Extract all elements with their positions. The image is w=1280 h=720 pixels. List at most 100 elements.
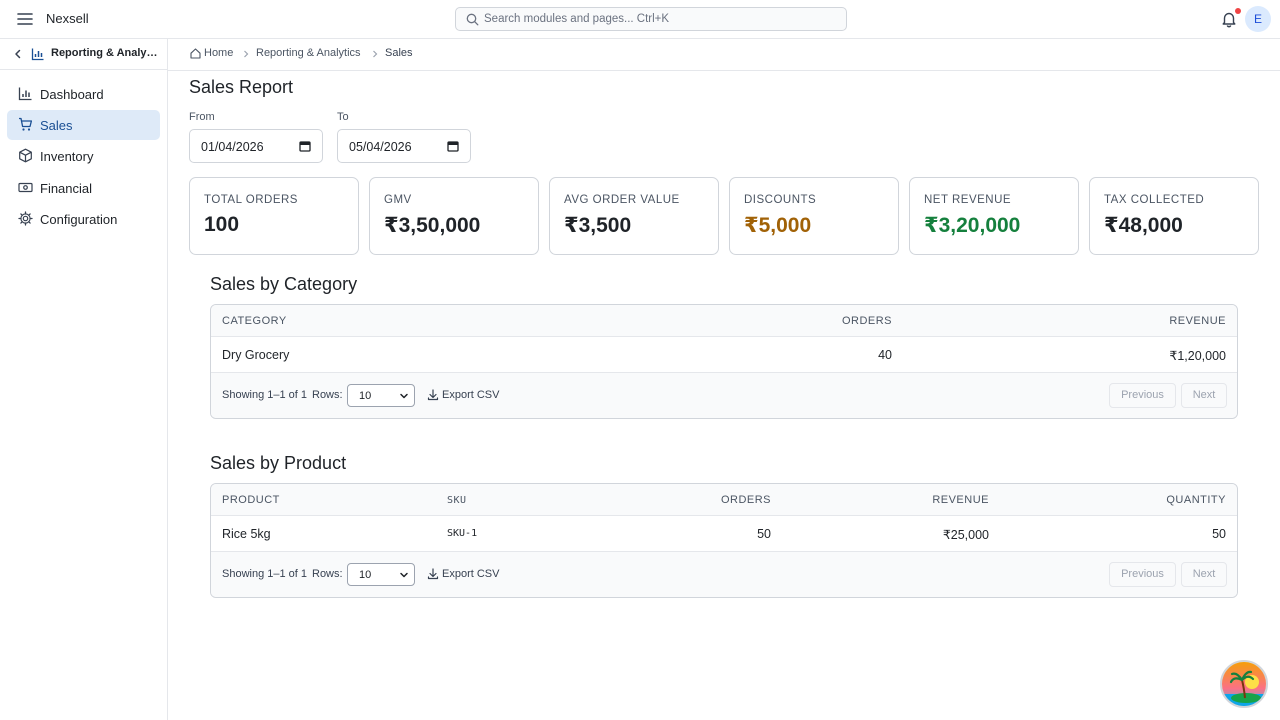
breadcrumb-current: Sales	[385, 47, 413, 59]
next-page-button[interactable]: Next	[1181, 383, 1227, 408]
app-name: Nexsell	[46, 11, 89, 26]
breadcrumb-home[interactable]: Home	[204, 47, 234, 59]
kpi-card-net-revenue: NET REVENUE ₹3,20,000	[909, 177, 1079, 255]
bar-chart-icon	[31, 48, 44, 61]
top-bar: Nexsell E	[0, 0, 1280, 39]
home-icon	[190, 48, 201, 59]
search-icon	[466, 13, 479, 26]
sidebar-item-label: Dashboard	[40, 87, 104, 102]
cell-revenue: ₹1,20,000	[1169, 349, 1226, 363]
rows-per-page-select[interactable]: 10	[347, 563, 415, 586]
export-csv-label: Export CSV	[442, 389, 500, 401]
table-row: Dry Grocery 40 ₹1,20,000	[211, 337, 1237, 373]
product-table: PRODUCT SKU ORDERS REVENUE QUANTITY Rice…	[210, 483, 1238, 598]
category-table: CATEGORY ORDERS REVENUE Dry Grocery 40 ₹…	[210, 304, 1238, 419]
export-csv-label: Export CSV	[442, 568, 500, 580]
chevron-down-icon	[400, 572, 408, 578]
beach-island-icon	[1222, 662, 1266, 706]
cell-category: Dry Grocery	[222, 348, 290, 362]
kpi-value: 100	[204, 213, 240, 236]
kpi-value: ₹48,000	[1104, 214, 1183, 237]
notification-bell-icon[interactable]	[1220, 10, 1238, 28]
chevron-right-icon	[244, 50, 249, 58]
sidebar-item-inventory[interactable]: Inventory	[7, 141, 160, 171]
next-page-button[interactable]: Next	[1181, 562, 1227, 587]
column-header-revenue[interactable]: REVENUE	[1169, 315, 1226, 327]
to-label: To	[337, 111, 349, 123]
pagination-info: Showing 1–1 of 1	[222, 568, 308, 580]
to-date-input[interactable]: 05/04/2026	[337, 129, 471, 163]
column-header-category[interactable]: CATEGORY	[222, 315, 287, 327]
kpi-value: ₹5,000	[744, 214, 812, 237]
chevron-right-icon	[373, 50, 378, 58]
cell-orders: 50	[757, 527, 771, 541]
column-header-revenue[interactable]: REVENUE	[932, 494, 989, 506]
previous-page-button[interactable]: Previous	[1109, 383, 1176, 408]
calendar-icon[interactable]	[299, 140, 311, 152]
sidebar: Reporting & Analytics Dashboard Sales In…	[0, 39, 168, 720]
module-header: Reporting & Analytics	[0, 39, 167, 70]
product-section-title: Sales by Product	[210, 453, 347, 473]
cell-revenue: ₹25,000	[942, 528, 989, 542]
rows-label: Rows:	[312, 389, 343, 401]
sidebar-item-sales[interactable]: Sales	[7, 110, 160, 140]
column-header-orders[interactable]: ORDERS	[841, 315, 892, 327]
box-icon	[19, 148, 32, 163]
cell-quantity: 50	[1212, 527, 1226, 541]
chevron-down-icon	[400, 393, 408, 399]
from-label: From	[189, 111, 215, 123]
bar-chart-icon	[18, 87, 32, 101]
chevron-left-icon[interactable]	[12, 48, 24, 60]
category-section-title: Sales by Category	[210, 274, 358, 294]
kpi-label: DISCOUNTS	[744, 194, 817, 206]
cell-product: Rice 5kg	[222, 527, 271, 541]
kpi-value: ₹3,50,000	[384, 214, 481, 237]
kpi-value: ₹3,500	[564, 214, 632, 237]
rows-label: Rows:	[312, 568, 343, 580]
calendar-icon[interactable]	[447, 140, 459, 152]
kpi-card-tax-collected: TAX COLLECTED ₹48,000	[1089, 177, 1259, 255]
rows-per-page-select[interactable]: 10	[347, 384, 415, 407]
search-box[interactable]	[455, 7, 847, 31]
sidebar-item-label: Inventory	[40, 149, 94, 164]
notification-dot	[1235, 8, 1241, 14]
sidebar-item-label: Financial	[40, 181, 93, 196]
money-icon	[18, 182, 33, 193]
breadcrumb-section[interactable]: Reporting & Analytics	[256, 47, 361, 59]
kpi-card-avg-order-value: AVG ORDER VALUE ₹3,500	[549, 177, 719, 255]
table-header: PRODUCT SKU ORDERS REVENUE QUANTITY	[211, 484, 1237, 516]
column-header-product[interactable]: PRODUCT	[222, 494, 280, 506]
previous-page-button[interactable]: Previous	[1109, 562, 1176, 587]
table-footer: Showing 1–1 of 1 Rows: 10 Export CSV Pre…	[211, 373, 1237, 418]
kpi-card-total-orders: TOTAL ORDERS 100	[189, 177, 359, 255]
kpi-card-gmv: GMV ₹3,50,000	[369, 177, 539, 255]
sidebar-item-financial[interactable]: Financial	[7, 173, 160, 203]
sidebar-item-dashboard[interactable]: Dashboard	[7, 79, 160, 109]
search-input[interactable]	[484, 10, 834, 28]
hamburger-menu-icon[interactable]	[16, 10, 34, 28]
table-row: Rice 5kg SKU-1 50 ₹25,000 50	[211, 516, 1237, 552]
cart-icon	[19, 117, 33, 131]
kpi-label: TOTAL ORDERS	[204, 194, 298, 206]
kpi-label: AVG ORDER VALUE	[564, 194, 680, 206]
breadcrumb: Home Reporting & Analytics Sales	[168, 39, 1280, 71]
kpi-card-discounts: DISCOUNTS ₹5,000	[729, 177, 899, 255]
kpi-value: ₹3,20,000	[924, 214, 1021, 237]
from-date-input[interactable]: 01/04/2026	[189, 129, 323, 163]
sidebar-item-configuration[interactable]: Configuration	[7, 204, 160, 234]
cell-orders: 40	[878, 348, 892, 362]
sidebar-item-label: Configuration	[40, 212, 118, 227]
table-footer: Showing 1–1 of 1 Rows: 10 Export CSV Pre…	[211, 552, 1237, 597]
column-header-orders[interactable]: ORDERS	[720, 494, 771, 506]
gear-icon	[18, 211, 33, 226]
module-label: Reporting & Analytics	[51, 47, 161, 59]
rows-per-page-value: 10	[359, 390, 372, 402]
avatar[interactable]: E	[1245, 6, 1271, 32]
kpi-label: TAX COLLECTED	[1104, 194, 1205, 206]
to-date-value: 05/04/2026	[349, 140, 412, 154]
rows-per-page-value: 10	[359, 569, 372, 581]
column-header-quantity[interactable]: QUANTITY	[1166, 494, 1226, 506]
column-header-sku[interactable]: SKU	[447, 495, 467, 506]
assistant-fab-button[interactable]	[1220, 660, 1268, 708]
cell-sku: SKU-1	[447, 528, 478, 539]
